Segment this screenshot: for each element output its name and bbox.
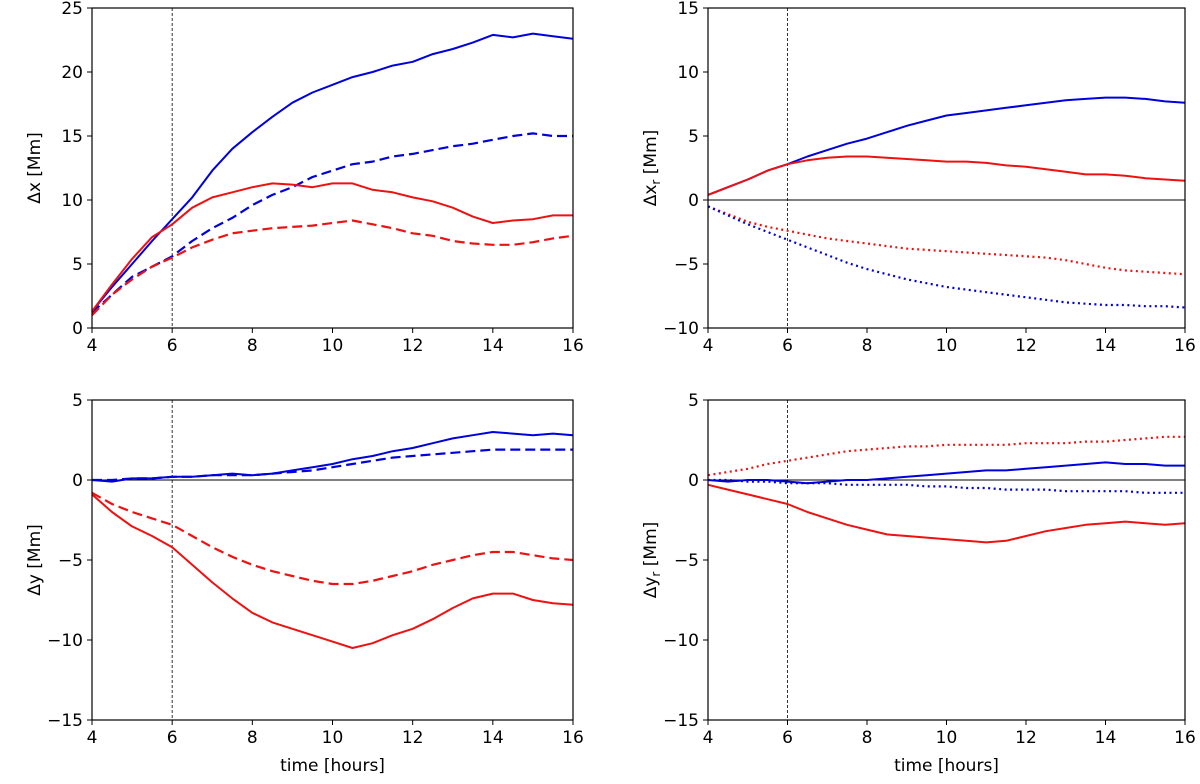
y-tick-label: 0 [688, 191, 699, 211]
series-blue-solid [707, 461, 1185, 485]
x-tick-label: 8 [247, 728, 258, 748]
x-tick-label: 16 [562, 728, 584, 748]
plot-frame [707, 7, 1186, 329]
series-blue-dotted [708, 478, 1185, 494]
x-tick-label: 12 [402, 336, 424, 356]
y-tick-label: 25 [61, 0, 83, 19]
x-tick-label: 10 [936, 336, 958, 356]
y-axis-label: Δy [Mm] [25, 524, 45, 596]
x-tick-label: 10 [322, 728, 344, 748]
x-tick-label: 6 [782, 728, 793, 748]
series-blue-solid [91, 32, 574, 313]
y-tick-label: 0 [72, 471, 83, 491]
y-tick-label: −5 [674, 551, 699, 571]
series-red-dashed [91, 491, 574, 586]
series-red-solid [91, 182, 573, 312]
series-red-solid [91, 493, 574, 649]
y-tick-label: 0 [72, 319, 83, 339]
x-tick-label: 12 [1015, 728, 1037, 748]
x-tick-label: 8 [862, 728, 873, 748]
x-tick-label: 16 [1174, 336, 1196, 356]
x-tick-label: 14 [1095, 336, 1117, 356]
y-tick-label: 15 [61, 127, 83, 147]
x-tick-label: 4 [703, 728, 714, 748]
x-axis-label: time [hours] [280, 756, 385, 776]
x-tick-label: 12 [402, 728, 424, 748]
series-red-dashed [91, 219, 574, 316]
y-axis-label-main: Δy [Mm] [25, 524, 45, 596]
plot-frame [707, 399, 1186, 721]
panel-top-left: 4 6 8 10 12 14 16 0 5 10 15 20 25 Δx [Mm] [25, 0, 584, 356]
y-tick-label: −5 [58, 551, 83, 571]
y-axis-label-main: Δx [Mm] [25, 132, 45, 204]
x-tick-label: 4 [87, 728, 98, 748]
y-tick-label: 10 [61, 191, 83, 211]
y-tick-label: −15 [47, 711, 83, 731]
plot-frame [91, 7, 574, 329]
x-tick-label: 14 [482, 336, 504, 356]
y-tick-label: 10 [677, 63, 699, 83]
y-axis-label-subscript: r [649, 180, 663, 185]
series-red-dotted [707, 435, 1185, 477]
series-blue-dashed [92, 448, 573, 482]
x-tick-label: 6 [782, 336, 793, 356]
series-red-dotted [707, 205, 1186, 276]
series-red-solid [707, 155, 1186, 196]
x-tick-label: 4 [87, 336, 98, 356]
y-axis-label-main: Δy [641, 577, 661, 599]
series-red-solid [707, 483, 1186, 544]
y-axis-label-subscript: r [649, 572, 663, 577]
x-tick-label: 8 [247, 336, 258, 356]
x-tick-label: 6 [167, 728, 178, 748]
y-axis-label: Δxr [Mm] [641, 130, 663, 207]
series-blue-solid [91, 431, 574, 483]
y-tick-label: 15 [677, 0, 699, 19]
y-axis-label: Δx [Mm] [25, 132, 45, 204]
plot-frame [91, 399, 574, 721]
x-tick-label: 10 [936, 728, 958, 748]
y-tick-label: 0 [688, 471, 699, 491]
panel-bottom-right: 4 6 8 10 12 14 16 −15 −10 −5 0 5 Δyr [Mm] time [hours… [641, 391, 1196, 776]
y-tick-label: −10 [663, 631, 699, 651]
x-tick-label: 16 [1174, 728, 1196, 748]
y-tick-label: −15 [663, 711, 699, 731]
x-tick-label: 6 [167, 336, 178, 356]
y-tick-label: 5 [72, 391, 83, 411]
x-tick-label: 16 [562, 336, 584, 356]
x-axis-label: time [hours] [894, 756, 999, 776]
x-tick-label: 12 [1015, 336, 1037, 356]
panel-top-right: 4 6 8 10 12 14 16 −10 −5 0 5 10 15 Δxr [Mm] [641, 0, 1196, 356]
y-tick-label: 5 [688, 391, 699, 411]
y-tick-label: 5 [72, 255, 83, 275]
series-blue-dashed [91, 132, 573, 314]
y-tick-label: −10 [47, 631, 83, 651]
y-axis-label-unit: [Mm] [641, 522, 661, 572]
x-tick-label: 4 [703, 336, 714, 356]
series-blue-dotted [707, 205, 1186, 309]
panel-bottom-left: 4 6 8 10 12 14 16 −15 −10 −5 0 5 Δy [Mm] time [hours] [25, 391, 584, 776]
x-tick-label: 8 [862, 336, 873, 356]
y-axis-label-unit: [Mm] [641, 130, 661, 180]
y-tick-label: 20 [61, 63, 83, 83]
y-tick-label: 5 [688, 127, 699, 147]
x-tick-label: 14 [1095, 728, 1117, 748]
y-tick-label: −5 [674, 255, 699, 275]
x-tick-label: 10 [322, 336, 344, 356]
y-axis-label: Δyr [Mm] [641, 522, 663, 599]
y-tick-label: −10 [663, 319, 699, 339]
y-axis-label-main: Δx [641, 185, 661, 207]
x-tick-label: 14 [482, 728, 504, 748]
series-blue-solid [707, 96, 1186, 196]
